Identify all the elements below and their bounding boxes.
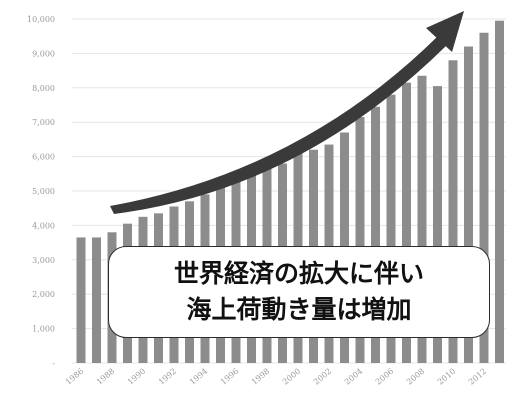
y-tick-label: 6,000: [32, 153, 55, 162]
x-tick-label: 2012: [467, 367, 488, 387]
x-tick-label: 1996: [219, 367, 240, 387]
bar-2005: [371, 106, 380, 363]
bar-2004: [355, 117, 365, 363]
x-tick-label: 2004: [343, 367, 364, 387]
bar-2012: [479, 32, 489, 363]
bar-2007: [402, 82, 411, 363]
annotation-callout: 世界経済の拡大に伴い 海上荷動き量は増加: [108, 246, 490, 338]
bar-2008: [417, 75, 427, 363]
y-tick-label: 1,000: [32, 325, 55, 334]
bar-1986: [76, 237, 86, 363]
y-tick-label: 3,000: [32, 256, 55, 265]
x-tick-label: 1992: [157, 367, 178, 387]
bar-2011: [464, 46, 473, 364]
arrow-head: [426, 11, 464, 52]
y-tick-label: 8,000: [32, 84, 55, 93]
y-tick-label: 9,000: [32, 49, 55, 58]
bar-2013: [495, 20, 504, 363]
growth-trend-arrow: [110, 11, 464, 214]
x-axis-tick-labels: 1986 1988 1990 1992 1994 1996 1998 2000 2002 2004…: [64, 367, 488, 387]
annotation-line-2: 海上荷動き量は増加: [186, 295, 412, 324]
y-tick-label: 4,000: [32, 221, 55, 230]
y-axis-tick-labels: - 1,000 2,000 3,000 4,000 5,000 6,000 7,000 8,00…: [27, 15, 55, 368]
x-tick-label: 2000: [281, 367, 302, 387]
x-tick-label: 1998: [250, 367, 271, 387]
x-tick-label: 2008: [405, 367, 426, 387]
x-tick-label: 2006: [374, 367, 395, 387]
annotation-line-1: 世界経済の拡大に伴い: [173, 259, 424, 288]
x-tick-label: 1994: [188, 367, 209, 387]
bar-2010: [448, 60, 458, 363]
y-tick-label: 2,000: [32, 290, 55, 299]
x-tick-label: 1990: [126, 367, 147, 387]
y-tick-label: 10,000: [27, 15, 55, 24]
x-tick-label: 1988: [95, 367, 116, 387]
x-tick-label: 1986: [64, 367, 85, 387]
y-tick-label: 5,000: [32, 187, 55, 196]
bar-2009: [433, 86, 442, 363]
bar-2006: [386, 94, 396, 364]
y-tick-label: 7,000: [32, 118, 55, 127]
bar-1987: [92, 237, 101, 363]
y-tick-label: -: [52, 359, 55, 368]
x-tick-label: 2010: [436, 367, 457, 387]
x-tick-label: 2002: [312, 367, 333, 387]
